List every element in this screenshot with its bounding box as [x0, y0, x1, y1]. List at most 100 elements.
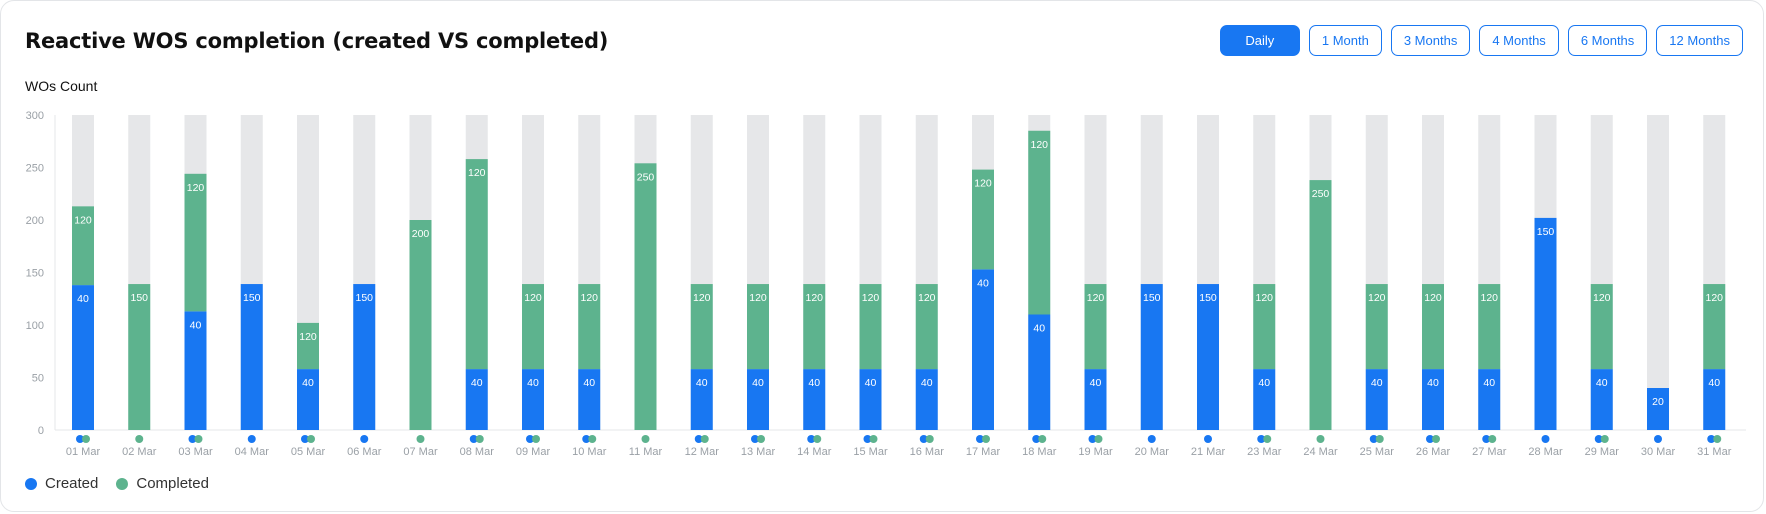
dot-created-icon: [1594, 435, 1603, 443]
dot-created-icon: [1426, 435, 1434, 443]
data-label-completed: 120: [862, 292, 880, 304]
dot-completed-icon: [475, 435, 484, 443]
bar-completed: [1309, 180, 1332, 430]
dot-created-icon: [1147, 435, 1156, 443]
data-label-completed: 120: [299, 331, 317, 343]
x-tick-label: 20 Mar: [1135, 446, 1170, 458]
data-label-created: 40: [752, 377, 764, 389]
data-label-completed: 120: [1424, 292, 1442, 304]
data-label-created: 40: [1708, 377, 1720, 389]
bar-completed: [184, 173, 207, 312]
bar-completed: [1028, 130, 1051, 315]
bar-completed: [803, 284, 826, 370]
data-label-created: 40: [1371, 377, 1383, 389]
period-12-months-button[interactable]: 12 Months: [1656, 25, 1743, 56]
dot-completed-icon: [813, 435, 822, 443]
data-label-created: 40: [1258, 377, 1270, 389]
dot-created-icon: [1482, 435, 1491, 443]
period-6-months-button[interactable]: 6 Months: [1567, 25, 1648, 56]
bar-created: [859, 369, 882, 430]
bar-completed: [72, 206, 94, 286]
y-tick-label: 150: [26, 268, 44, 280]
data-label-created: 40: [302, 377, 314, 389]
chart-title: Reactive WOS completion (created VS comp…: [25, 29, 609, 53]
bar-completed: [1422, 284, 1444, 370]
dot-created-icon: [976, 435, 984, 443]
bar-created: [803, 369, 826, 430]
data-label-completed: 120: [1705, 292, 1723, 304]
x-tick-label: 30 Mar: [1641, 446, 1676, 458]
bar-completed: [522, 284, 544, 370]
dot-completed-icon: [588, 435, 597, 443]
data-label-completed: 120: [580, 292, 598, 304]
dot-created-icon: [1369, 435, 1378, 443]
bar-created: [1140, 284, 1163, 430]
data-label-created: 40: [808, 377, 820, 389]
stacked-bar-chart: 0 50 100 150 200 250 300 40 120 01 Mar 150 02 Mar 40…: [26, 110, 1746, 458]
period-3-months-button[interactable]: 3 Months: [1390, 25, 1471, 56]
data-label-completed: 250: [637, 171, 655, 183]
bar-completed: [859, 284, 882, 370]
dot-completed-icon: [1432, 435, 1440, 443]
dot-completed-icon: [194, 435, 203, 443]
dot-completed-icon: [925, 435, 934, 443]
bar-completed: [128, 284, 151, 430]
bar-track: [1647, 115, 1669, 430]
data-label-created: 40: [865, 377, 877, 389]
data-label-created: 20: [1652, 396, 1664, 408]
x-tick-label: 31 Mar: [1697, 446, 1732, 458]
x-tick-label: 03 Mar: [178, 446, 213, 458]
legend-item-created[interactable]: Created: [25, 475, 98, 492]
bar-created: [1253, 369, 1276, 430]
bar-completed: [409, 220, 432, 430]
data-label-created: 40: [471, 377, 483, 389]
bar-created: [184, 311, 207, 430]
dot-created-icon: [807, 435, 816, 443]
x-tick-label: 25 Mar: [1360, 446, 1395, 458]
dot-created-icon: [1707, 435, 1716, 443]
bar-created: [353, 284, 376, 430]
data-label-completed: 150: [130, 292, 148, 304]
y-tick-label: 50: [32, 373, 44, 385]
dot-created-icon: [1257, 435, 1266, 443]
bar-completed: [1590, 284, 1613, 370]
bar-created: [240, 284, 263, 430]
data-label-completed: 120: [918, 292, 936, 304]
dot-created-icon: [1204, 435, 1212, 443]
legend: Created Completed: [25, 475, 209, 492]
x-tick-label: 06 Mar: [347, 446, 382, 458]
dot-completed-icon: [135, 435, 144, 443]
x-tick-label: 28 Mar: [1528, 446, 1563, 458]
bar-created: [972, 269, 994, 430]
dot-created-icon: [76, 435, 84, 443]
period-daily-button[interactable]: Daily: [1219, 25, 1300, 56]
dot-created-icon: [751, 435, 759, 443]
x-tick-label: 11 Mar: [629, 446, 663, 458]
dot-created-icon: [1088, 435, 1097, 443]
dot-completed-icon: [1600, 435, 1609, 443]
dot-created-icon: [1541, 435, 1550, 443]
dot-created-icon: [1654, 435, 1662, 443]
legend-item-completed[interactable]: Completed: [116, 475, 209, 492]
period-4-months-button[interactable]: 4 Months: [1479, 25, 1559, 56]
data-label-completed: 120: [1087, 292, 1105, 304]
dot-completed-icon: [1094, 435, 1103, 443]
bar-created: [747, 369, 769, 430]
dot-completed-icon: [869, 435, 878, 443]
period-selector: Daily 1 Month 3 Months 4 Months 6 Months…: [1219, 25, 1743, 56]
bar-completed: [1365, 284, 1388, 370]
x-tick-label: 15 Mar: [853, 446, 888, 458]
y-tick-label: 250: [26, 163, 44, 175]
bar-created: [72, 285, 94, 430]
x-tick-label: 10 Mar: [572, 446, 607, 458]
x-tick-label: 16 Mar: [910, 446, 945, 458]
bar-created: [1365, 369, 1388, 430]
period-1-month-button[interactable]: 1 Month: [1308, 25, 1382, 56]
legend-label-completed: Completed: [136, 475, 209, 492]
bar-completed: [972, 169, 994, 270]
bar-completed: [747, 284, 769, 370]
bar-created: [522, 369, 544, 430]
dot-created-icon: [469, 435, 478, 443]
dot-created-icon: [188, 435, 197, 443]
data-label-created: 40: [977, 277, 989, 289]
